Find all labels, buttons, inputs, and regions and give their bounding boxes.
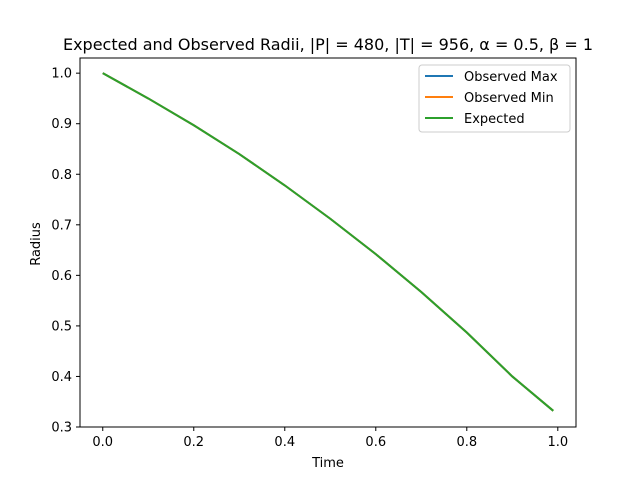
legend-label-1: Observed Max [464,70,558,85]
y-tick-label: 0.6 [51,269,72,284]
legend-box [418,64,571,133]
x-tick-label: 0.2 [183,435,204,450]
y-tick-label: 0.8 [51,168,72,183]
x-axis-label: Time [311,456,344,471]
series-line-3 [102,72,554,412]
legend-label-2: Observed Min [464,91,554,106]
chart-title: Expected and Observed Radii, |P| = 480, … [63,35,593,54]
axes-frame [79,57,577,428]
y-axis-label: Radius [29,222,44,266]
x-tick-label: 0.4 [274,435,295,450]
y-tick-label: 0.3 [51,421,72,436]
x-tick-label: 0.0 [92,435,113,450]
x-tick-label: 1.0 [547,435,568,450]
legend-label-3: Expected [464,112,525,127]
y-tick-label: 0.4 [51,370,72,385]
y-tick-label: 1.0 [51,67,72,82]
y-tick-label: 0.5 [51,319,72,334]
y-tick-label: 0.7 [51,218,72,233]
x-tick-label: 0.6 [365,435,386,450]
x-tick-label: 0.8 [456,435,477,450]
y-tick-label: 0.9 [51,117,72,132]
plot-area: 0.0 0.2 0.4 0.6 0.8 1.0 0.3 0.4 0.5 0.6 0.7 0.8 0.9 1… [51,57,577,450]
